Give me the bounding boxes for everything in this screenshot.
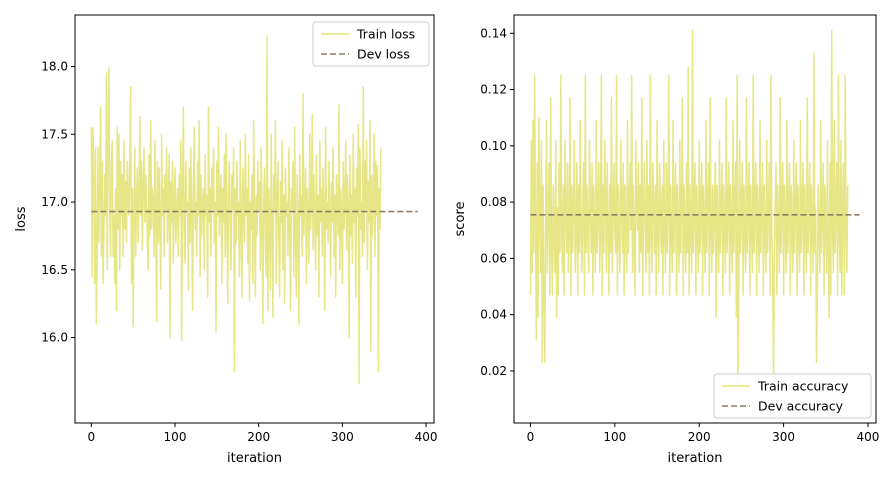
y-tick-label: 16.5 (41, 263, 68, 277)
legend-label: Dev accuracy (758, 399, 844, 414)
x-tick-label: 200 (247, 430, 270, 444)
y-tick-label: 0.12 (480, 83, 507, 97)
y-tick-label: 16.0 (41, 331, 68, 345)
series-line-train (90, 35, 382, 385)
legend-label: Dev loss (357, 47, 410, 62)
series-line-train (529, 29, 849, 383)
y-tick-label: 0.08 (480, 195, 507, 209)
x-tick-label: 0 (527, 430, 535, 444)
x-tick-label: 400 (415, 430, 438, 444)
y-tick-label: 18.0 (41, 60, 68, 74)
x-tick-label: 300 (772, 430, 795, 444)
x-axis-label: iteration (227, 451, 282, 466)
y-tick-label: 0.04 (480, 308, 507, 322)
y-tick-label: 0.02 (480, 364, 507, 378)
x-tick-label: 0 (87, 430, 95, 444)
x-tick-label: 100 (603, 430, 626, 444)
y-tick-label: 17.5 (41, 127, 68, 141)
x-tick-label: 100 (164, 430, 187, 444)
y-axis-label: score (453, 202, 468, 237)
y-tick-label: 0.10 (480, 139, 507, 153)
y-tick-label: 0.06 (480, 251, 507, 265)
legend-box (312, 21, 430, 67)
chart-1: 0 100 200 300 400 16.0 16.5 17.0 17.5 18.0 iterati… (14, 14, 438, 466)
chart-2: 0 100 200 300 400 0.02 0.04 0.06 0.08 0.10 0.12 0.1… (453, 14, 880, 466)
axes-frame (74, 14, 435, 424)
x-tick-label: 300 (331, 430, 354, 444)
y-axis-label: loss (14, 206, 29, 231)
y-tick-label: 17.0 (41, 195, 68, 209)
legend-label: Train accuracy (757, 379, 849, 394)
legend-label: Train loss (356, 27, 415, 42)
axes-frame (513, 14, 877, 424)
legend: Train loss Dev loss (312, 21, 430, 67)
y-tick-label: 0.14 (480, 26, 507, 40)
x-tick-label: 200 (688, 430, 711, 444)
legend-box (713, 373, 872, 419)
x-axis-label: iteration (668, 451, 723, 466)
x-tick-label: 400 (857, 430, 880, 444)
legend: Train accuracy Dev accuracy (713, 373, 872, 419)
